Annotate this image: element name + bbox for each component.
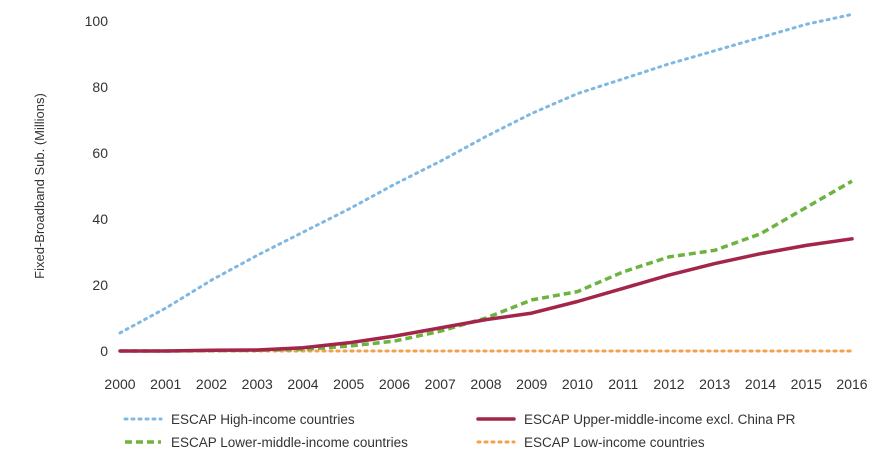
x-tick-label: 2011 <box>608 376 638 392</box>
x-tick-label: 2004 <box>287 376 318 392</box>
y-axis-ticks: 0 20 40 60 80 100 <box>85 13 109 359</box>
y-tick-label: 0 <box>100 343 108 359</box>
series-line-1 <box>118 12 854 335</box>
legend-label: ESCAP High-income countries <box>171 412 355 427</box>
y-axis-title: Fixed-Broadband Sub. (Millions) <box>32 93 47 279</box>
legend-label: ESCAP Low-income countries <box>524 435 705 450</box>
legend: ESCAP High-income countries ESCAP Upper-m… <box>123 412 796 450</box>
x-tick-label: 2003 <box>242 376 273 392</box>
x-tick-label: 2009 <box>516 376 547 392</box>
x-tick-label: 2014 <box>745 376 776 392</box>
x-tick-label: 2015 <box>791 376 822 392</box>
x-tick-label: 2008 <box>470 376 501 392</box>
x-tick-label: 2012 <box>653 376 684 392</box>
x-tick-label: 2007 <box>425 376 456 392</box>
legend-label: ESCAP Upper-middle-income excl. China PR <box>524 412 796 427</box>
y-tick-label: 20 <box>92 277 108 293</box>
legend-label: ESCAP Lower-middle-income countries <box>171 435 408 450</box>
x-tick-label: 2010 <box>562 376 593 392</box>
x-tick-label: 2002 <box>196 376 227 392</box>
y-tick-label: 60 <box>92 145 108 161</box>
x-tick-label: 2000 <box>104 376 135 392</box>
x-tick-label: 2013 <box>699 376 730 392</box>
y-tick-label: 40 <box>92 211 108 227</box>
x-tick-label: 2005 <box>333 376 364 392</box>
x-tick-label: 2006 <box>379 376 410 392</box>
x-axis-ticks: 2000 2001 2002 2003 2004 2005 2006 2007 2008 2009… <box>104 376 867 392</box>
series-line-2 <box>118 237 854 353</box>
x-tick-label: 2016 <box>836 376 867 392</box>
series-layer <box>118 12 854 353</box>
y-tick-label: 80 <box>92 79 108 95</box>
y-tick-label: 100 <box>85 13 109 29</box>
x-tick-label: 2001 <box>150 376 181 392</box>
series-line-3 <box>120 179 853 353</box>
